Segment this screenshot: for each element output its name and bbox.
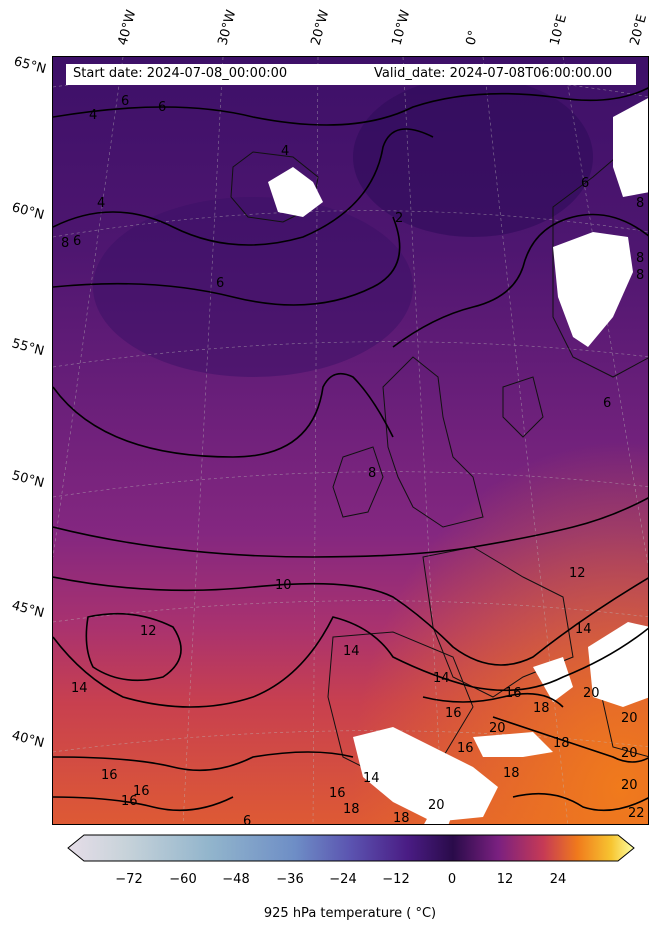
cold-pool-west xyxy=(93,197,413,377)
contour-label: 6 xyxy=(121,94,129,109)
lat-label-60n: 60°N xyxy=(10,200,46,224)
lat-label-50n: 50°N xyxy=(10,468,46,492)
contour-label: 16 xyxy=(121,794,138,809)
contour-label: 22 xyxy=(628,806,645,821)
contour-label: 20 xyxy=(428,798,445,813)
lon-label-0: 0° xyxy=(463,28,482,47)
cold-pool xyxy=(353,77,593,237)
contour-label: 16 xyxy=(505,686,522,701)
contour-label: 14 xyxy=(343,644,360,659)
contour-label: 2 xyxy=(395,211,403,226)
lon-label-30w: 30°W xyxy=(215,8,240,47)
denmark-coast xyxy=(502,376,544,438)
contour-label: 6 xyxy=(216,276,224,291)
contour-label: 18 xyxy=(503,766,520,781)
ireland-coast xyxy=(332,446,384,518)
contour-label: 14 xyxy=(71,681,88,696)
colorbar-tick: −12 xyxy=(382,872,410,887)
contour-label: 16 xyxy=(329,786,346,801)
contour-label: 20 xyxy=(621,778,638,793)
colorbar-tick: 0 xyxy=(447,872,457,887)
contour-labels: 6 4 6 4 2 4 6 8 6 8 6 8 8 8 6 10 12 14 1… xyxy=(61,94,645,825)
britain-coast xyxy=(382,356,484,528)
colorbar xyxy=(66,833,636,867)
contour-label: 4 xyxy=(281,144,289,159)
contour-label: 12 xyxy=(140,624,157,639)
contour-label: 20 xyxy=(621,746,638,761)
valid-date: Valid_date: 2024-07-08T06:00:00.00 xyxy=(374,66,613,81)
contour-label: 16 xyxy=(445,706,462,721)
lon-label-40w: 40°W xyxy=(115,8,140,47)
contour-label: 16 xyxy=(101,768,118,783)
contour-label: 6 xyxy=(73,234,81,249)
colorbar-label: 925 hPa temperature ( °C) xyxy=(263,906,437,921)
contour-label: 8 xyxy=(636,196,644,211)
colorbar-tick: −48 xyxy=(222,872,250,887)
contour-label: 14 xyxy=(575,622,592,637)
lon-label-20w: 20°W xyxy=(308,8,333,47)
masked-terrain xyxy=(268,98,648,824)
lon-label-20e: 20°E xyxy=(627,12,651,48)
norway-coast xyxy=(552,137,648,378)
contour-label: 8 xyxy=(636,251,644,266)
lat-label-40n: 40°N xyxy=(10,728,46,752)
contour-label: 10 xyxy=(275,578,292,593)
colorbar-tick: 24 xyxy=(549,872,567,887)
contour-label: 16 xyxy=(133,784,150,799)
temperature-map: 6 4 6 4 2 4 6 8 6 8 6 8 8 8 6 10 12 14 1… xyxy=(52,56,649,825)
colorbar-tick: −72 xyxy=(115,872,143,887)
colorbar-body xyxy=(67,834,635,862)
contour-label: 20 xyxy=(583,686,600,701)
contour-label: 18 xyxy=(533,701,550,716)
contour-label: 6 xyxy=(158,100,166,115)
contour-label: 8 xyxy=(61,236,69,251)
contour-label: 6 xyxy=(581,176,589,191)
isotherms xyxy=(53,87,648,812)
start-date: Start date: 2024-07-08_00:00:00 xyxy=(73,66,288,81)
contour-label: 16 xyxy=(457,741,474,756)
lon-label-10e: 10°E xyxy=(547,12,571,48)
contour-label: 20 xyxy=(621,711,638,726)
contour-label: 18 xyxy=(393,811,410,825)
colorbar-tick: −60 xyxy=(169,872,197,887)
contour-label: 14 xyxy=(363,771,380,786)
contour-label: 6 xyxy=(603,396,611,411)
contour-label: 4 xyxy=(97,196,105,211)
colorbar-tick: −24 xyxy=(329,872,357,887)
contour-label: 14 xyxy=(433,671,450,686)
contour-label: 12 xyxy=(569,566,586,581)
contour-label: 4 xyxy=(89,108,97,123)
lat-label-65n: 65°N xyxy=(12,54,48,78)
contour-label: 18 xyxy=(553,736,570,751)
header-strip xyxy=(66,64,636,85)
contour-label: 18 xyxy=(343,802,360,817)
lat-label-45n: 45°N xyxy=(10,598,46,622)
contour-label: 8 xyxy=(636,268,644,283)
colorbar-tick: −36 xyxy=(276,872,304,887)
lon-label-10w: 10°W xyxy=(389,8,414,47)
contour-label: 20 xyxy=(489,721,506,736)
contour-label: 8 xyxy=(368,466,376,481)
lat-label-55n: 55°N xyxy=(10,336,46,360)
colorbar-tick: 12 xyxy=(496,872,514,887)
contour-label: 6 xyxy=(243,814,251,825)
